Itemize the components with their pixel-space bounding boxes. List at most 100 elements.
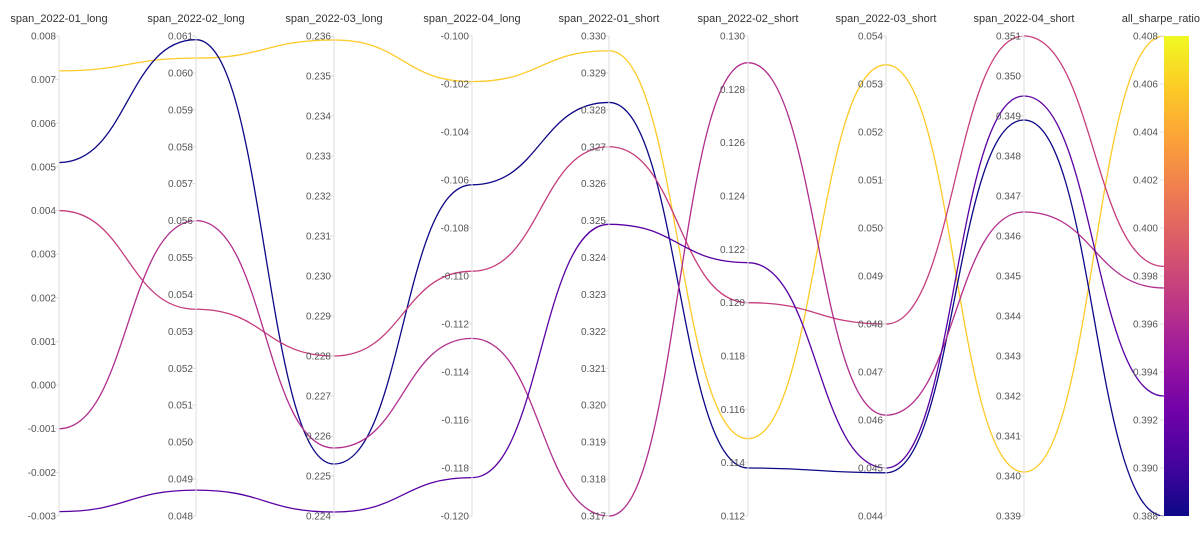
axis-title: span_2022-04_long bbox=[423, 13, 520, 25]
tick-label: 0.001 bbox=[31, 337, 56, 348]
tick-label: 0.234 bbox=[306, 112, 331, 123]
axis-title: span_2022-01_short bbox=[559, 13, 660, 25]
tick-label: -0.118 bbox=[441, 464, 469, 475]
tick-label: 0.045 bbox=[858, 464, 883, 475]
tick-label: -0.003 bbox=[28, 512, 57, 523]
tick-label: 0.236 bbox=[306, 32, 331, 43]
axis-span_2022-02_short[interactable]: span_2022-02_short 0.130 0.128 0.126 0.124 0.… bbox=[698, 13, 799, 523]
tick-label: 0.342 bbox=[996, 392, 1021, 403]
tick-label: -0.002 bbox=[28, 468, 57, 479]
tick-label: 0.055 bbox=[168, 253, 193, 264]
tick-label: -0.106 bbox=[441, 176, 470, 187]
axis-span_2022-03_long[interactable]: span_2022-03_long 0.236 0.235 0.234 0.233 0.2… bbox=[285, 13, 382, 523]
tick-label: 0.231 bbox=[306, 232, 331, 243]
tick-label: 0.230 bbox=[306, 272, 331, 283]
tick-label: 0.006 bbox=[31, 119, 56, 130]
tick-label: -0.116 bbox=[441, 416, 469, 427]
tick-label: 0.404 bbox=[1133, 128, 1158, 139]
tick-label: 0.398 bbox=[1133, 272, 1158, 283]
axis-title: span_2022-04_short bbox=[974, 13, 1075, 25]
tick-label: 0.008 bbox=[31, 32, 56, 43]
tick-label: 0.325 bbox=[581, 216, 606, 227]
tick-label: 0.345 bbox=[996, 272, 1021, 283]
axis-span_2022-03_short[interactable]: span_2022-03_short 0.054 0.053 0.052 0.051 0.… bbox=[836, 13, 937, 523]
tick-label: -0.104 bbox=[441, 128, 470, 139]
tick-label: 0.051 bbox=[858, 176, 883, 187]
tick-label: -0.108 bbox=[441, 224, 470, 235]
tick-label: 0.002 bbox=[31, 293, 56, 304]
tick-label: 0.318 bbox=[581, 475, 606, 486]
tick-label: 0.047 bbox=[858, 368, 883, 379]
tick-label: -0.100 bbox=[441, 32, 470, 43]
series-line-5[interactable] bbox=[58, 95, 1165, 513]
tick-label: 0.124 bbox=[720, 192, 745, 203]
tick-label: 0.324 bbox=[581, 253, 606, 264]
tick-label: 0.226 bbox=[306, 432, 331, 443]
tick-label: 0.229 bbox=[306, 312, 331, 323]
tick-label: 0.057 bbox=[168, 179, 193, 190]
tick-label: 0.225 bbox=[306, 472, 331, 483]
series-line-2[interactable] bbox=[58, 39, 1165, 517]
series-line-3[interactable] bbox=[58, 35, 1165, 357]
tick-label: 0.228 bbox=[306, 352, 331, 363]
tick-label: 0.044 bbox=[858, 512, 883, 523]
tick-label: 0.004 bbox=[31, 206, 56, 217]
color-axis-title: all_sharpe_ratio bbox=[1122, 13, 1200, 25]
tick-label: 0.322 bbox=[581, 327, 606, 338]
tick-label: 0.232 bbox=[306, 192, 331, 203]
axis-span_2022-02_long[interactable]: span_2022-02_long 0.061 0.060 0.059 0.058 0.0… bbox=[147, 13, 244, 523]
tick-label: 0.052 bbox=[858, 128, 883, 139]
tick-label: -0.114 bbox=[441, 368, 469, 379]
tick-label: 0.058 bbox=[168, 142, 193, 153]
axis-span_2022-01_long[interactable]: span_2022-01_long 0.008 0.007 0.006 0.005 0.0… bbox=[10, 13, 107, 523]
axis-title: span_2022-03_short bbox=[836, 13, 937, 25]
tick-label: 0.344 bbox=[996, 312, 1021, 323]
tick-label: 0.053 bbox=[168, 327, 193, 338]
tick-label: 0.048 bbox=[858, 320, 883, 331]
tick-label: 0.394 bbox=[1133, 368, 1158, 379]
tick-label: 0.054 bbox=[858, 32, 883, 43]
axis-title: span_2022-03_long bbox=[285, 13, 382, 25]
tick-label: 0.396 bbox=[1133, 320, 1158, 331]
tick-label: 0.050 bbox=[858, 224, 883, 235]
tick-label: 0.051 bbox=[168, 401, 193, 412]
tick-label: 0.340 bbox=[996, 472, 1021, 483]
colorbar[interactable] bbox=[1164, 36, 1189, 516]
tick-label: -0.102 bbox=[441, 80, 470, 91]
tick-label: 0.003 bbox=[31, 250, 56, 261]
tick-label: -0.001 bbox=[28, 424, 57, 435]
tick-label: 0.052 bbox=[168, 364, 193, 375]
tick-label: 0.235 bbox=[306, 72, 331, 83]
tick-label: 0.392 bbox=[1133, 416, 1158, 427]
tick-label: 0.056 bbox=[168, 216, 193, 227]
tick-label: 0.061 bbox=[168, 32, 193, 43]
tick-label: 0.049 bbox=[858, 272, 883, 283]
tick-label: 0.050 bbox=[168, 438, 193, 449]
series-line-4[interactable] bbox=[58, 62, 1165, 517]
tick-label: 0.348 bbox=[996, 152, 1021, 163]
axis-span_2022-04_long[interactable]: span_2022-04_long -0.100 -0.102 -0.104 -0.10… bbox=[423, 13, 520, 523]
tick-label: 0.341 bbox=[996, 432, 1021, 443]
axis-title: span_2022-02_short bbox=[698, 13, 799, 25]
tick-label: 0.343 bbox=[996, 352, 1021, 363]
axis-span_2022-04_short[interactable]: span_2022-04_short 0.351 0.350 0.349 0.348 0.… bbox=[974, 13, 1075, 523]
tick-label: 0.339 bbox=[996, 512, 1021, 523]
series-lines bbox=[58, 35, 1165, 517]
axis-span_2022-01_short[interactable]: span_2022-01_short 0.330 0.329 0.328 0.327 0.… bbox=[559, 13, 660, 523]
tick-label: 0.326 bbox=[581, 179, 606, 190]
tick-label: 0.126 bbox=[720, 138, 745, 149]
tick-label: 0.227 bbox=[306, 392, 331, 403]
series-line-1[interactable] bbox=[58, 35, 1165, 473]
tick-label: 0.319 bbox=[581, 438, 606, 449]
tick-label: 0.122 bbox=[720, 245, 745, 256]
tick-label: 0.005 bbox=[31, 162, 56, 173]
tick-label: 0.048 bbox=[168, 512, 193, 523]
tick-label: 0.323 bbox=[581, 290, 606, 301]
tick-label: 0.130 bbox=[720, 32, 745, 43]
tick-label: 0.116 bbox=[721, 405, 746, 416]
axis-title: span_2022-01_long bbox=[10, 13, 107, 25]
tick-label: 0.402 bbox=[1133, 176, 1158, 187]
tick-label: 0.046 bbox=[858, 416, 883, 427]
tick-label: 0.128 bbox=[720, 85, 745, 96]
